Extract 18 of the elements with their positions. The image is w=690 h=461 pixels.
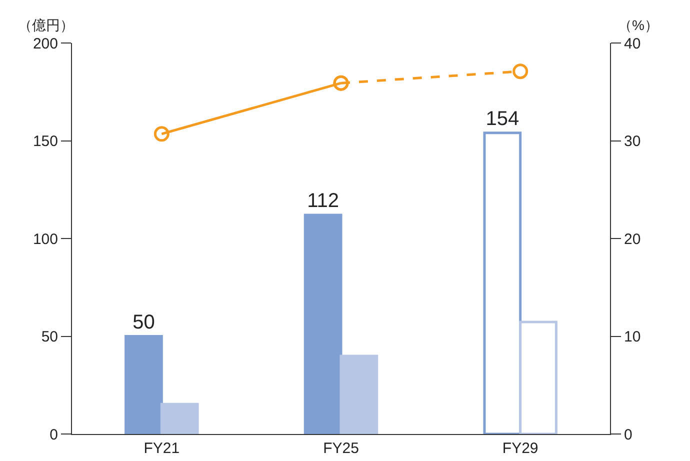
data-label: 154 bbox=[486, 108, 520, 130]
y-tick-label: 100 bbox=[32, 230, 58, 248]
y2-tick-label: 0 bbox=[624, 426, 632, 444]
y2-tick-label: 30 bbox=[624, 133, 641, 150]
y-tick-label: 200 bbox=[32, 35, 58, 52]
y2-tick-label: 10 bbox=[624, 328, 641, 346]
x-tick-label: FY29 bbox=[502, 440, 538, 457]
data-label: 112 bbox=[307, 190, 340, 212]
y-tick-label: 0 bbox=[50, 426, 58, 444]
y2-tick-label: 40 bbox=[624, 35, 641, 52]
y-axis-title: （億円） bbox=[18, 17, 74, 33]
y2-axis-title: （%） bbox=[618, 17, 658, 33]
x-tick-label: FY25 bbox=[323, 440, 359, 457]
x-tick-label: FY21 bbox=[144, 440, 180, 457]
y-tick-label: 50 bbox=[41, 328, 58, 346]
data-label: 50 bbox=[132, 311, 155, 334]
y2-tick-label: 20 bbox=[624, 230, 641, 248]
y-tick-label: 150 bbox=[32, 133, 58, 150]
